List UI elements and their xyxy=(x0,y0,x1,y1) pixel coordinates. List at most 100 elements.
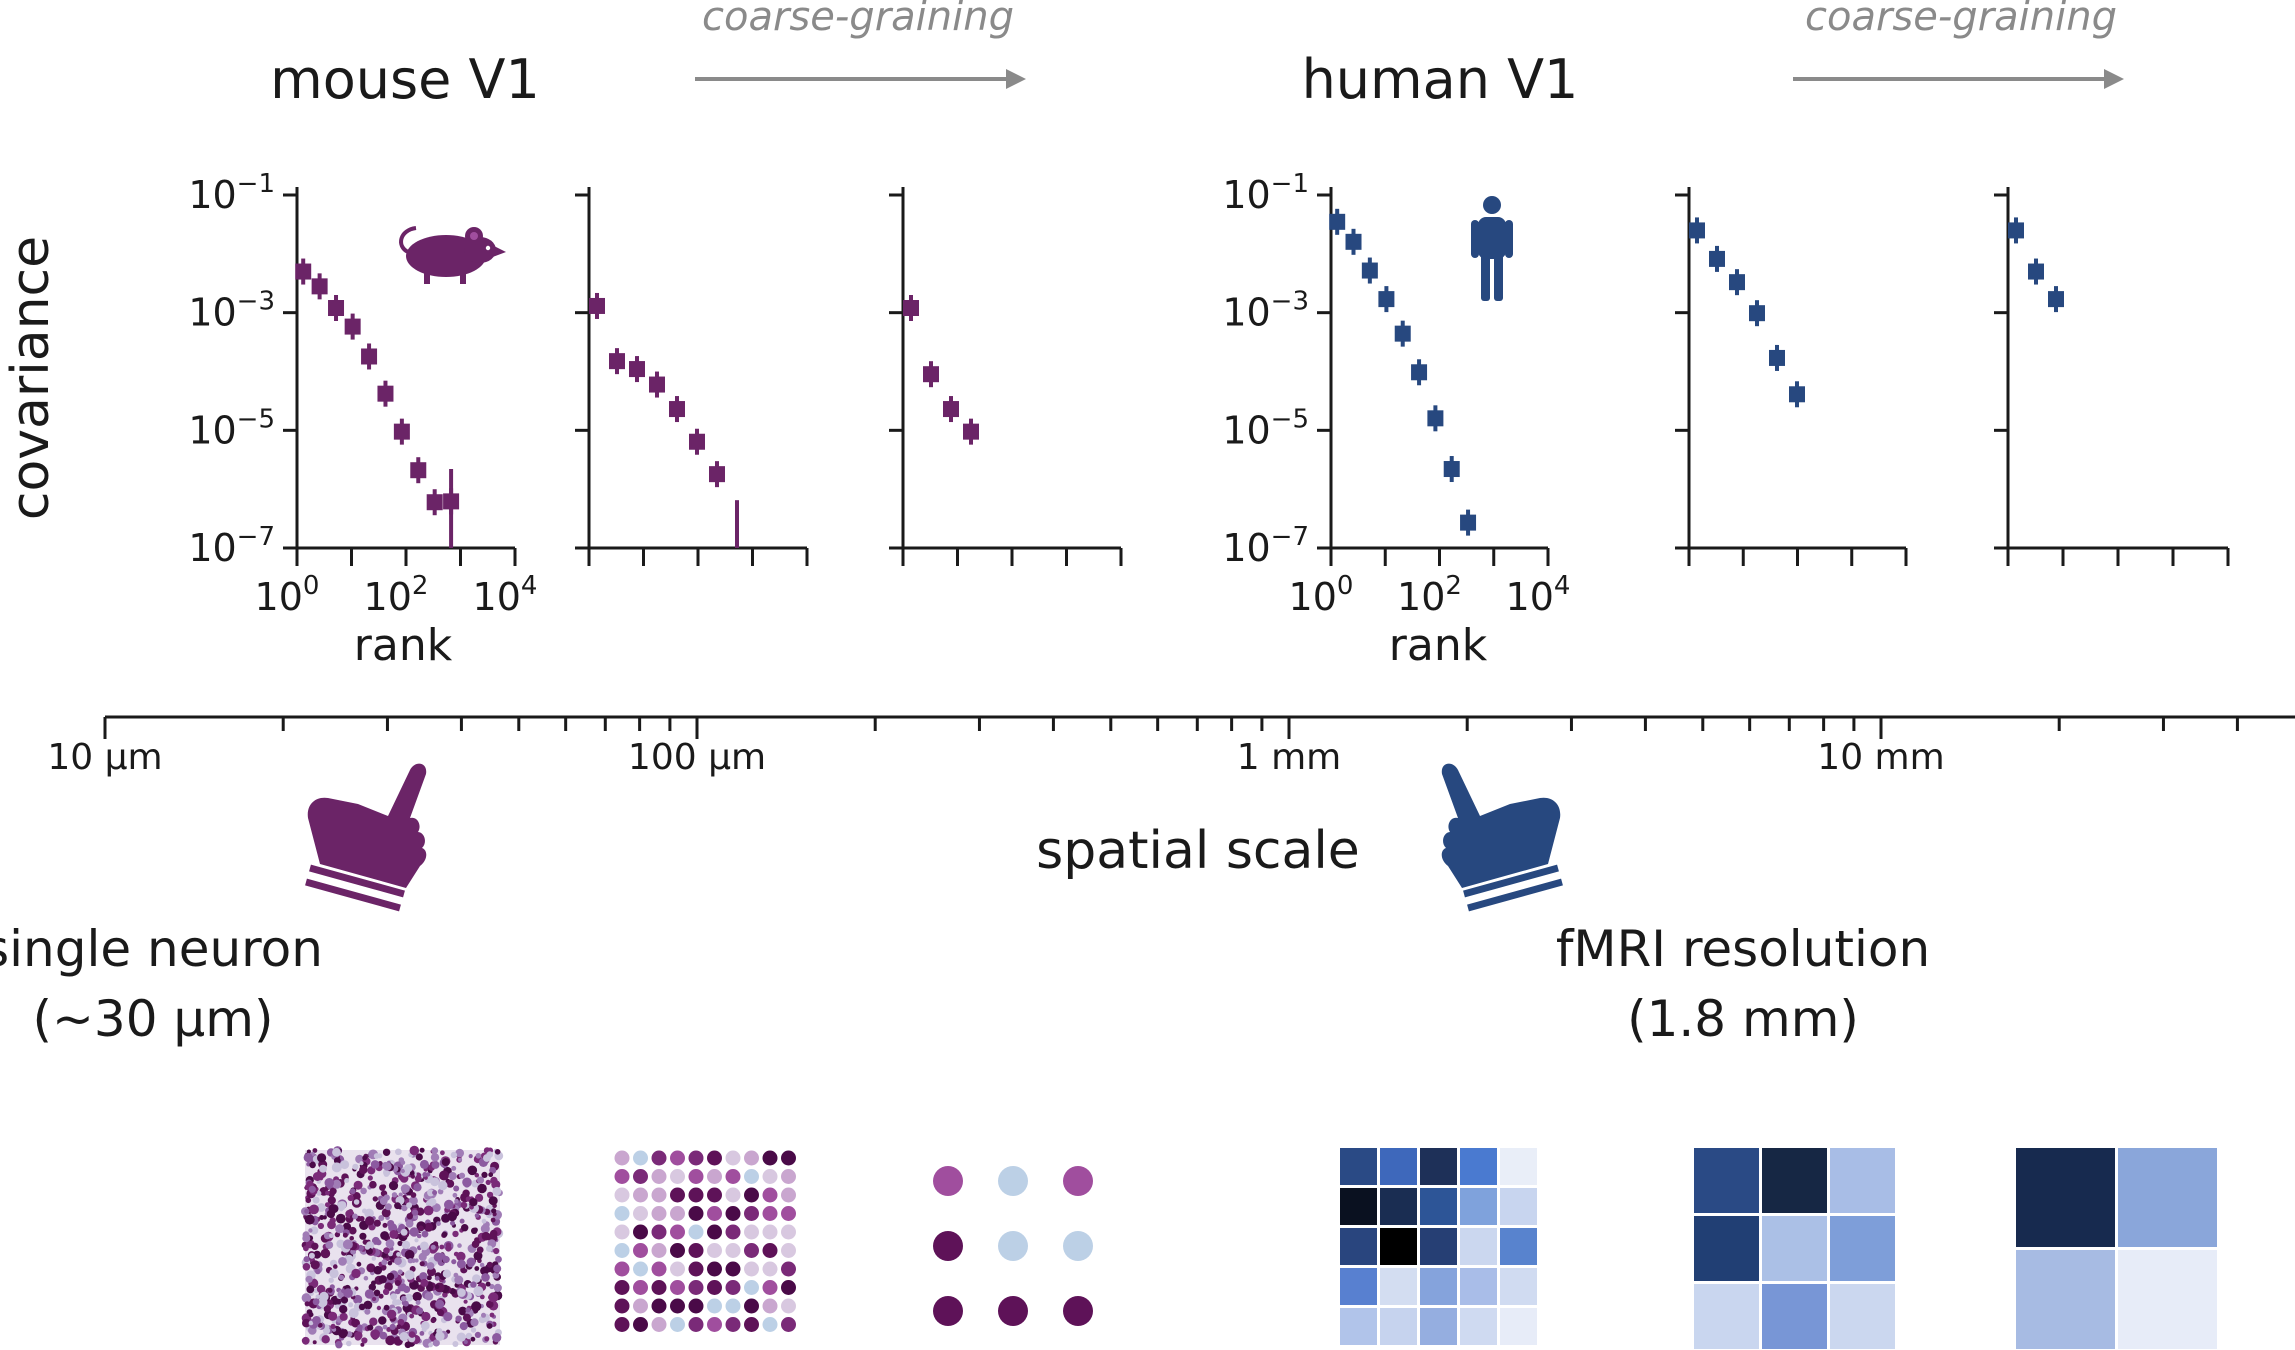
texture-dot xyxy=(315,1294,321,1299)
texture-dot xyxy=(377,1153,383,1159)
texture-dot xyxy=(348,1308,359,1319)
texture-dot xyxy=(493,1283,502,1292)
texture-dot xyxy=(338,1329,348,1339)
texture-dot xyxy=(446,1179,455,1188)
texture-dot xyxy=(367,1324,374,1331)
texture-dot xyxy=(308,1320,314,1326)
grid-dot xyxy=(725,1206,741,1221)
texture-dot xyxy=(440,1150,445,1156)
texture-dot xyxy=(322,1215,327,1220)
grid-dot xyxy=(744,1169,759,1184)
texture-dot xyxy=(442,1269,452,1278)
texture-dot xyxy=(424,1291,434,1301)
texture-dot xyxy=(455,1148,465,1158)
texture-dot xyxy=(421,1230,429,1238)
y-tick-label: 10−1 xyxy=(1222,169,1309,217)
texture-dot xyxy=(436,1221,441,1226)
texture-dot xyxy=(311,1242,319,1251)
texture-dot xyxy=(453,1251,459,1257)
data-point xyxy=(649,376,665,393)
grid-dot xyxy=(762,1150,778,1166)
grid-dot xyxy=(614,1206,630,1221)
grid-dot xyxy=(614,1187,630,1203)
texture-dot xyxy=(458,1306,468,1316)
texture-dot xyxy=(459,1322,468,1331)
texture-dot xyxy=(394,1280,401,1286)
texture-dot xyxy=(400,1168,405,1174)
texture-dot xyxy=(491,1180,501,1190)
y-tick-exponent: −7 xyxy=(1271,522,1309,552)
fmri-resolution-label: fMRI resolution xyxy=(1556,920,1930,978)
data-point xyxy=(1394,325,1411,342)
texture-dot xyxy=(373,1289,381,1297)
texture-dot xyxy=(395,1288,401,1295)
grid-dot xyxy=(1063,1166,1093,1196)
texture-dot xyxy=(418,1225,424,1232)
data-point xyxy=(443,493,460,510)
texture-dot xyxy=(390,1293,398,1300)
texture-dot xyxy=(320,1248,331,1259)
texture-dot xyxy=(384,1203,392,1211)
grid-dot xyxy=(744,1243,759,1258)
texture-dot xyxy=(434,1284,440,1289)
data-point xyxy=(923,366,939,383)
texture-dot xyxy=(468,1154,473,1159)
texture-dot xyxy=(400,1228,408,1236)
texture-dot xyxy=(386,1309,397,1320)
texture-dot xyxy=(356,1261,362,1267)
data-point xyxy=(669,401,685,418)
texture-dot xyxy=(397,1240,403,1247)
texture-dot xyxy=(329,1217,336,1224)
grid-cell xyxy=(1762,1148,1827,1213)
texture-dot xyxy=(426,1275,432,1281)
y-tick-base: 10 xyxy=(1222,173,1270,217)
grid-dot xyxy=(633,1298,648,1314)
texture-dot xyxy=(443,1312,453,1322)
data-point xyxy=(963,423,979,440)
texture-dot xyxy=(438,1180,448,1191)
texture-dot xyxy=(456,1332,466,1342)
x-tick-base: 10 xyxy=(1397,575,1445,619)
texture-dot xyxy=(424,1222,434,1232)
texture-dot xyxy=(301,1293,312,1303)
texture-dot xyxy=(409,1170,415,1176)
grid-cell xyxy=(1380,1308,1417,1345)
data-point xyxy=(1361,262,1378,279)
grid-dot xyxy=(725,1224,741,1240)
texture-dot xyxy=(420,1321,430,1331)
texture-dot xyxy=(391,1192,398,1198)
grid-dot xyxy=(707,1224,722,1240)
texture-dot xyxy=(495,1255,502,1263)
human-grid-3x3 xyxy=(1694,1148,1895,1349)
texture-dot xyxy=(336,1299,342,1305)
grid-dot xyxy=(670,1150,685,1166)
texture-dot xyxy=(400,1160,406,1165)
data-point xyxy=(344,318,361,335)
texture-dot xyxy=(425,1172,431,1177)
texture-dot xyxy=(371,1280,376,1286)
texture-dot xyxy=(493,1264,502,1273)
texture-dot xyxy=(486,1261,493,1268)
texture-dot xyxy=(432,1190,438,1196)
grid-dot xyxy=(670,1243,685,1258)
grid-dot xyxy=(633,1261,648,1277)
grid-dot xyxy=(688,1169,704,1184)
grid-cell xyxy=(2118,1148,2217,1247)
pointing-hand-icon-human xyxy=(1441,763,1563,912)
texture-dot xyxy=(471,1301,482,1312)
texture-dot xyxy=(359,1216,365,1222)
texture-dot xyxy=(312,1172,322,1181)
x-tick-base: 10 xyxy=(473,575,521,619)
texture-dot xyxy=(454,1198,459,1204)
texture-dot xyxy=(388,1181,399,1191)
x-tick-exponent: 2 xyxy=(1445,571,1462,601)
texture-dot xyxy=(312,1316,321,1325)
grid-cell xyxy=(1420,1188,1457,1225)
texture-dot xyxy=(312,1340,317,1345)
texture-dot xyxy=(309,1161,316,1169)
texture-dot xyxy=(379,1197,388,1205)
texture-dot xyxy=(481,1231,491,1241)
data-point xyxy=(1460,514,1477,531)
